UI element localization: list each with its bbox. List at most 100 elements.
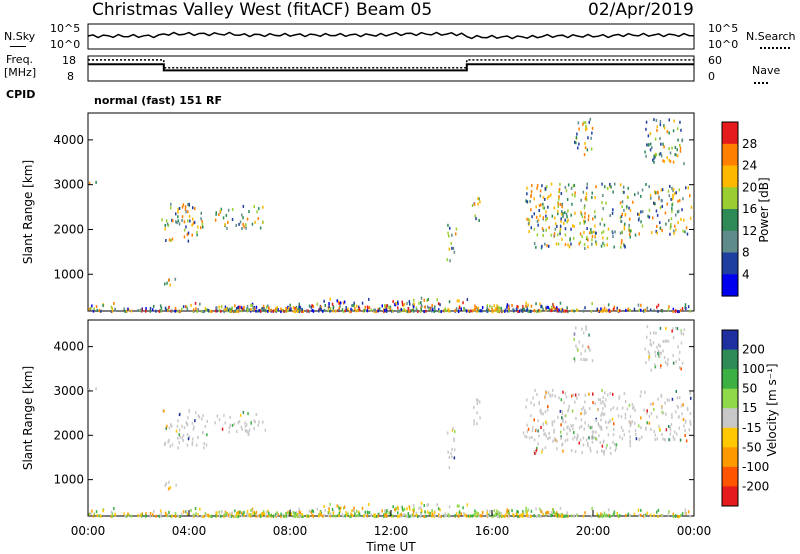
scatter-point bbox=[361, 506, 364, 510]
scatter-point bbox=[545, 513, 547, 517]
scatter-point bbox=[164, 223, 166, 227]
scatter-point bbox=[564, 420, 567, 424]
scatter-point bbox=[145, 512, 147, 516]
scatter-point bbox=[638, 232, 640, 236]
scatter-point bbox=[669, 432, 672, 436]
scatter-point bbox=[410, 309, 413, 313]
scatter-point bbox=[624, 245, 626, 249]
scatter-point bbox=[538, 401, 540, 404]
scatter-point bbox=[661, 188, 664, 192]
scatter-point bbox=[661, 406, 663, 410]
scatter-point bbox=[475, 306, 477, 309]
scatter-point bbox=[655, 230, 657, 233]
scatter-point bbox=[583, 219, 585, 223]
nsearch-label: N.Search bbox=[746, 30, 796, 43]
scatter-point bbox=[661, 229, 663, 232]
scatter-point bbox=[576, 513, 579, 517]
scatter-point bbox=[412, 308, 415, 312]
scatter-point bbox=[612, 392, 614, 396]
scatter-point bbox=[420, 296, 423, 300]
scatter-point bbox=[588, 436, 590, 440]
scatter-point bbox=[454, 430, 456, 434]
scatter-point bbox=[168, 238, 171, 242]
scatter-point bbox=[561, 237, 563, 241]
scatter-point bbox=[572, 236, 575, 240]
scatter-point bbox=[323, 513, 326, 517]
scatter-point bbox=[159, 304, 162, 308]
scatter-point bbox=[572, 424, 574, 427]
scatter-point bbox=[579, 240, 582, 244]
scatter-point bbox=[546, 422, 548, 426]
scatter-point bbox=[648, 208, 651, 212]
scatter-point bbox=[549, 394, 552, 398]
scatter-point bbox=[567, 515, 569, 519]
x-tick-label: 20:00 bbox=[576, 524, 611, 538]
scatter-point bbox=[552, 302, 554, 306]
scatter-point bbox=[177, 215, 179, 219]
scatter-point bbox=[378, 307, 381, 311]
scatter-point bbox=[570, 242, 572, 246]
scatter-point bbox=[192, 221, 195, 225]
scatter-point bbox=[575, 141, 577, 145]
scatter-point bbox=[258, 420, 260, 424]
scatter-point bbox=[563, 427, 565, 431]
scatter-point bbox=[633, 307, 636, 311]
scatter-point bbox=[294, 515, 296, 519]
scatter-point bbox=[567, 183, 570, 187]
scatter-point bbox=[479, 200, 481, 204]
scatter-point bbox=[669, 428, 672, 432]
scatter-point bbox=[550, 309, 553, 312]
scatter-point bbox=[185, 510, 188, 514]
scatter-point bbox=[167, 307, 170, 311]
scatter-point bbox=[539, 302, 541, 306]
scatter-point bbox=[576, 437, 578, 441]
scatter-point bbox=[145, 307, 147, 311]
scatter-point bbox=[576, 396, 578, 400]
scatter-point bbox=[495, 512, 497, 516]
scatter-point bbox=[586, 186, 588, 190]
scatter-point bbox=[192, 217, 194, 221]
scatter-point bbox=[287, 514, 289, 518]
scatter-point bbox=[570, 213, 572, 217]
scatter-point bbox=[186, 443, 189, 447]
scatter-point bbox=[553, 419, 556, 423]
scatter-point bbox=[653, 118, 655, 122]
scatter-point bbox=[589, 348, 591, 352]
scatter-point bbox=[481, 306, 484, 309]
scatter-point bbox=[602, 241, 604, 245]
scatter-point bbox=[557, 202, 560, 206]
scatter-point bbox=[235, 514, 237, 518]
scatter-point bbox=[355, 514, 357, 518]
scatter-point bbox=[297, 515, 299, 518]
scatter-point bbox=[643, 514, 646, 518]
scatter-point bbox=[621, 200, 624, 204]
scatter-point bbox=[616, 306, 618, 310]
nave-tick-top: 60 bbox=[708, 54, 722, 67]
scatter-point bbox=[585, 411, 587, 415]
scatter-point bbox=[631, 403, 634, 407]
scatter-point bbox=[545, 420, 547, 424]
scatter-point bbox=[584, 511, 586, 515]
scatter-point bbox=[588, 333, 590, 337]
scatter-point bbox=[218, 514, 221, 518]
scatter-point bbox=[669, 426, 671, 430]
scatter-point bbox=[88, 181, 91, 185]
scatter-point bbox=[486, 509, 488, 513]
x-tick-label: 08:00 bbox=[273, 524, 308, 538]
scatter-point bbox=[651, 146, 653, 150]
scatter-point bbox=[679, 120, 681, 124]
scatter-point bbox=[671, 415, 673, 419]
scatter-point bbox=[536, 219, 539, 223]
scatter-point bbox=[498, 511, 501, 515]
scatter-point bbox=[375, 515, 378, 518]
scatter-point bbox=[601, 182, 603, 186]
scatter-point bbox=[311, 514, 313, 517]
scatter-point bbox=[565, 414, 567, 418]
scatter-point bbox=[634, 193, 636, 197]
scatter-point bbox=[415, 511, 418, 515]
scatter-point bbox=[669, 226, 672, 230]
scatter-point bbox=[554, 216, 556, 220]
scatter-point bbox=[182, 439, 184, 442]
scatter-point bbox=[609, 182, 611, 186]
scatter-point bbox=[619, 514, 621, 518]
